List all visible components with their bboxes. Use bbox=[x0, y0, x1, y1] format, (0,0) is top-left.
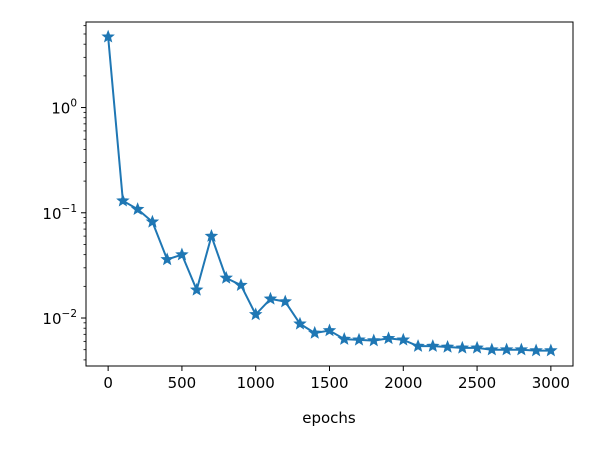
series-line bbox=[107, 36, 551, 352]
data-point bbox=[440, 339, 455, 353]
data-point bbox=[381, 331, 396, 345]
data-point bbox=[352, 332, 366, 346]
x-axis-label: epochs bbox=[302, 409, 356, 427]
x-tick-label: 500 bbox=[168, 374, 197, 392]
data-point bbox=[337, 332, 352, 345]
x-tick-label: 2500 bbox=[458, 374, 496, 392]
data-point bbox=[396, 332, 411, 346]
data-point bbox=[514, 342, 529, 356]
data-point bbox=[470, 340, 484, 354]
data-point bbox=[485, 342, 499, 356]
data-point bbox=[293, 316, 307, 330]
data-point bbox=[411, 339, 425, 352]
y-tick-label: 10−2 bbox=[42, 308, 77, 328]
data-point bbox=[204, 229, 219, 242]
data-point bbox=[234, 278, 248, 291]
data-point bbox=[322, 323, 337, 337]
series-marks bbox=[101, 29, 558, 357]
plot-frame bbox=[85, 21, 574, 367]
x-tick-label: 2000 bbox=[384, 374, 422, 392]
data-point bbox=[160, 252, 174, 266]
data-point bbox=[116, 193, 130, 207]
data-point bbox=[130, 202, 145, 216]
x-tick-label: 1000 bbox=[237, 374, 275, 392]
x-tick-label: 1500 bbox=[310, 374, 348, 392]
data-point bbox=[544, 343, 558, 357]
x-axis: 0 500 1000 1500 2000 2500 3000 bbox=[103, 366, 570, 392]
data-point bbox=[145, 214, 160, 228]
data-point bbox=[455, 340, 470, 354]
data-point bbox=[219, 270, 233, 284]
x-tick-label: 0 bbox=[103, 374, 113, 392]
data-point bbox=[248, 307, 263, 321]
data-point bbox=[426, 339, 440, 352]
x-tick-label: 3000 bbox=[532, 374, 570, 392]
y-axis: 100 10−1 10−2 bbox=[42, 25, 86, 361]
y-tick-label: 100 bbox=[51, 98, 77, 118]
y-tick-label: 10−1 bbox=[42, 203, 77, 223]
data-point bbox=[263, 291, 278, 305]
data-point bbox=[529, 343, 543, 357]
data-point bbox=[101, 29, 115, 43]
data-point bbox=[307, 325, 322, 339]
data-point bbox=[278, 294, 292, 308]
data-point bbox=[189, 282, 204, 296]
data-point bbox=[499, 342, 514, 356]
data-point bbox=[367, 333, 381, 347]
data-point bbox=[175, 247, 189, 261]
